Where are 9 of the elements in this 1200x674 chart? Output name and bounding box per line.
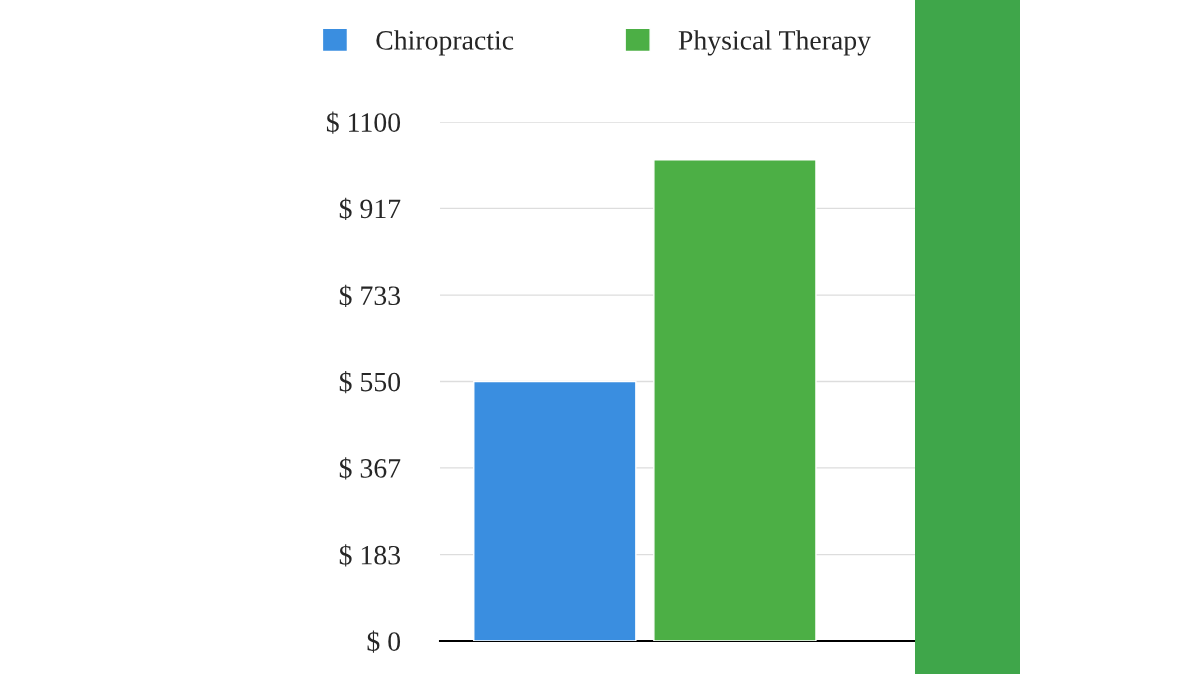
y-tick-label: $ 550 bbox=[339, 371, 401, 394]
legend-label: Chiropractic bbox=[376, 30, 514, 56]
y-tick-label: $ 1100 bbox=[326, 111, 401, 134]
y-tick-label: $ 733 bbox=[339, 284, 401, 307]
legend-label: Physical Therapy bbox=[678, 30, 871, 56]
y-tick-label: $ 367 bbox=[339, 457, 401, 480]
y-tick-label: $ 0 bbox=[367, 630, 401, 653]
y-tick-label: $ 183 bbox=[339, 544, 401, 567]
y-tick-label: $ 917 bbox=[339, 197, 401, 221]
